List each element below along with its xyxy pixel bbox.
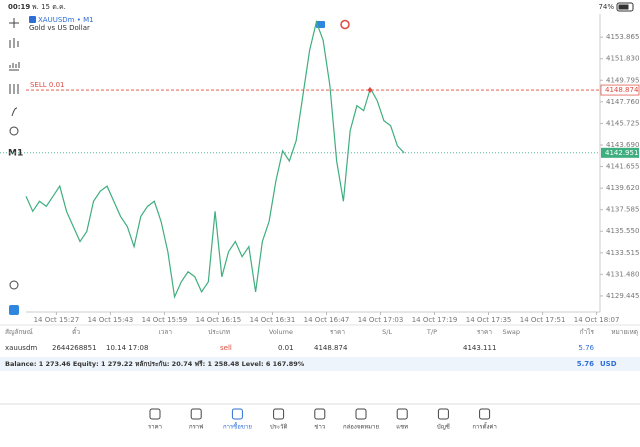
crosshair-tool[interactable] — [9, 18, 19, 28]
y-tick-label: 4151.830 — [606, 55, 639, 63]
tab-label[interactable]: กราฟ — [189, 424, 203, 431]
order-label: SELL 0.01 — [30, 81, 64, 89]
position-price: 4148.874 — [314, 344, 348, 352]
y-tick-label: 4137.585 — [606, 206, 639, 214]
current-price-box — [601, 147, 639, 158]
x-tick-label: 14 Oct 18:07 — [574, 316, 620, 324]
y-tick-label: 4131.480 — [606, 270, 639, 278]
x-tick-label: 14 Oct 16:47 — [304, 316, 350, 324]
order-price-box — [600, 84, 640, 96]
indicator-tool[interactable] — [9, 38, 19, 48]
status-time: 00:19 — [8, 3, 30, 11]
tab-label[interactable]: ประวัติ — [270, 424, 288, 431]
position-time: 10.14 17:08 — [106, 344, 148, 352]
total-profit: 5.76 — [577, 360, 594, 368]
x-tick-label: 14 Oct 17:03 — [358, 316, 404, 324]
symbol: XAUUSDm • M1 — [38, 16, 94, 24]
tab-label[interactable]: บัญชี — [437, 423, 450, 431]
settings-tool[interactable] — [9, 84, 19, 94]
account-summary: Balance: 1 273.46 Equity: 1 279.22 หลักป… — [5, 360, 305, 368]
tab-icon[interactable] — [437, 408, 449, 420]
tab-icon[interactable] — [149, 408, 161, 420]
sell-marker — [367, 87, 373, 94]
event-marker — [340, 19, 350, 30]
column-header: ราคา — [477, 328, 492, 336]
x-tick-label: 14 Oct 15:43 — [88, 316, 134, 324]
battery-level: 74% — [598, 3, 614, 11]
tab-icon[interactable] — [314, 408, 326, 420]
currency: USD — [600, 360, 617, 368]
tab-label[interactable]: กล่องจดหมาย — [343, 424, 379, 431]
zoom-tool[interactable] — [9, 280, 19, 290]
tab-icon[interactable] — [355, 408, 367, 420]
left-toolbar — [9, 18, 20, 290]
column-header: Volume — [269, 328, 293, 336]
battery-icon — [616, 2, 634, 12]
y-tick-label: 4147.760 — [606, 98, 639, 106]
y-tick-label: 4141.655 — [606, 163, 639, 171]
tab-icon[interactable] — [231, 408, 243, 420]
tab-icon[interactable] — [190, 408, 202, 420]
y-tick-label: 4135.550 — [606, 227, 639, 235]
x-tick-label: 14 Oct 16:15 — [196, 316, 242, 324]
position-profit: 5.76 — [578, 344, 594, 352]
tab-bar: ราคา กราฟ การซื้อขาย ประวัติ ข่าว กล่องจดหมาย… — [148, 408, 497, 431]
timeframe-button[interactable]: M1 — [8, 149, 23, 159]
y-tick-label: 4129.445 — [606, 292, 639, 300]
column-header: S/L — [382, 328, 392, 336]
summary-bar — [0, 357, 640, 371]
y-tick-label: 4153.865 — [606, 33, 639, 41]
current-price-label: 4142.951 — [605, 149, 638, 157]
positions-table: สัญลักษณ์ ตั๋ว เวลา ประเภท Volume ราคา S/L T/P ร… — [5, 327, 638, 352]
position-current-price: 4143.111 — [463, 344, 496, 352]
position-volume: 0.01 — [278, 344, 294, 352]
shapes-tool[interactable] — [9, 126, 19, 136]
bars-tool[interactable] — [9, 62, 20, 71]
trade-button[interactable] — [9, 305, 19, 315]
column-header: ราคา — [330, 328, 345, 336]
order-price-label: 4148.874 — [605, 86, 639, 94]
position-ticket: 2644268851 — [52, 344, 97, 352]
battery-fill — [618, 4, 629, 10]
y-tick-label: 4145.725 — [606, 119, 639, 127]
column-header: Swap — [502, 328, 520, 336]
tab-label[interactable]: การซื้อขาย — [223, 421, 252, 431]
tab-label[interactable]: แชท — [396, 424, 408, 431]
x-tick-label: 14 Oct 15:27 — [34, 316, 80, 324]
tab-icon[interactable] — [396, 408, 408, 420]
column-header: กำไร — [580, 328, 595, 336]
tab-label[interactable]: การตั้งค่า — [472, 421, 496, 431]
y-tick-label: 4143.690 — [606, 141, 639, 149]
column-header: ตั๋ว — [72, 327, 80, 336]
x-tick-label: 14 Oct 15:59 — [142, 316, 188, 324]
function-tool[interactable] — [11, 107, 18, 117]
column-header: หมายเหตุ — [611, 328, 638, 336]
symbol-description: Gold vs US Dollar — [29, 24, 90, 32]
tab-icon[interactable] — [273, 408, 285, 420]
status-date: พ. 15 ต.ค. — [32, 3, 66, 11]
symbol-icon — [29, 16, 36, 23]
tab-label[interactable]: ราคา — [148, 424, 162, 431]
tab-icon[interactable] — [479, 408, 491, 420]
x-tick-label: 14 Oct 17:51 — [520, 316, 566, 324]
position-symbol: xauusdm — [5, 344, 37, 352]
column-header: ประเภท — [208, 328, 230, 336]
y-tick-label: 4149.795 — [606, 76, 639, 84]
price-line — [25, 19, 405, 299]
x-tick-label: 14 Oct 17:35 — [466, 316, 512, 324]
y-tick-label: 4133.515 — [606, 249, 639, 257]
x-tick-label: 14 Oct 17:19 — [412, 316, 458, 324]
chart: 4153.865 4151.830 4149.795 4147.760 4145.725… — [0, 19, 640, 324]
column-header: T/P — [426, 328, 437, 336]
x-tick-label: 14 Oct 16:31 — [250, 316, 296, 324]
y-tick-label: 4139.620 — [606, 184, 639, 192]
position-type: sell — [220, 344, 232, 352]
column-header: เวลา — [158, 328, 172, 336]
column-header: สัญลักษณ์ — [5, 328, 33, 336]
tab-label[interactable]: ข่าว — [314, 424, 325, 431]
